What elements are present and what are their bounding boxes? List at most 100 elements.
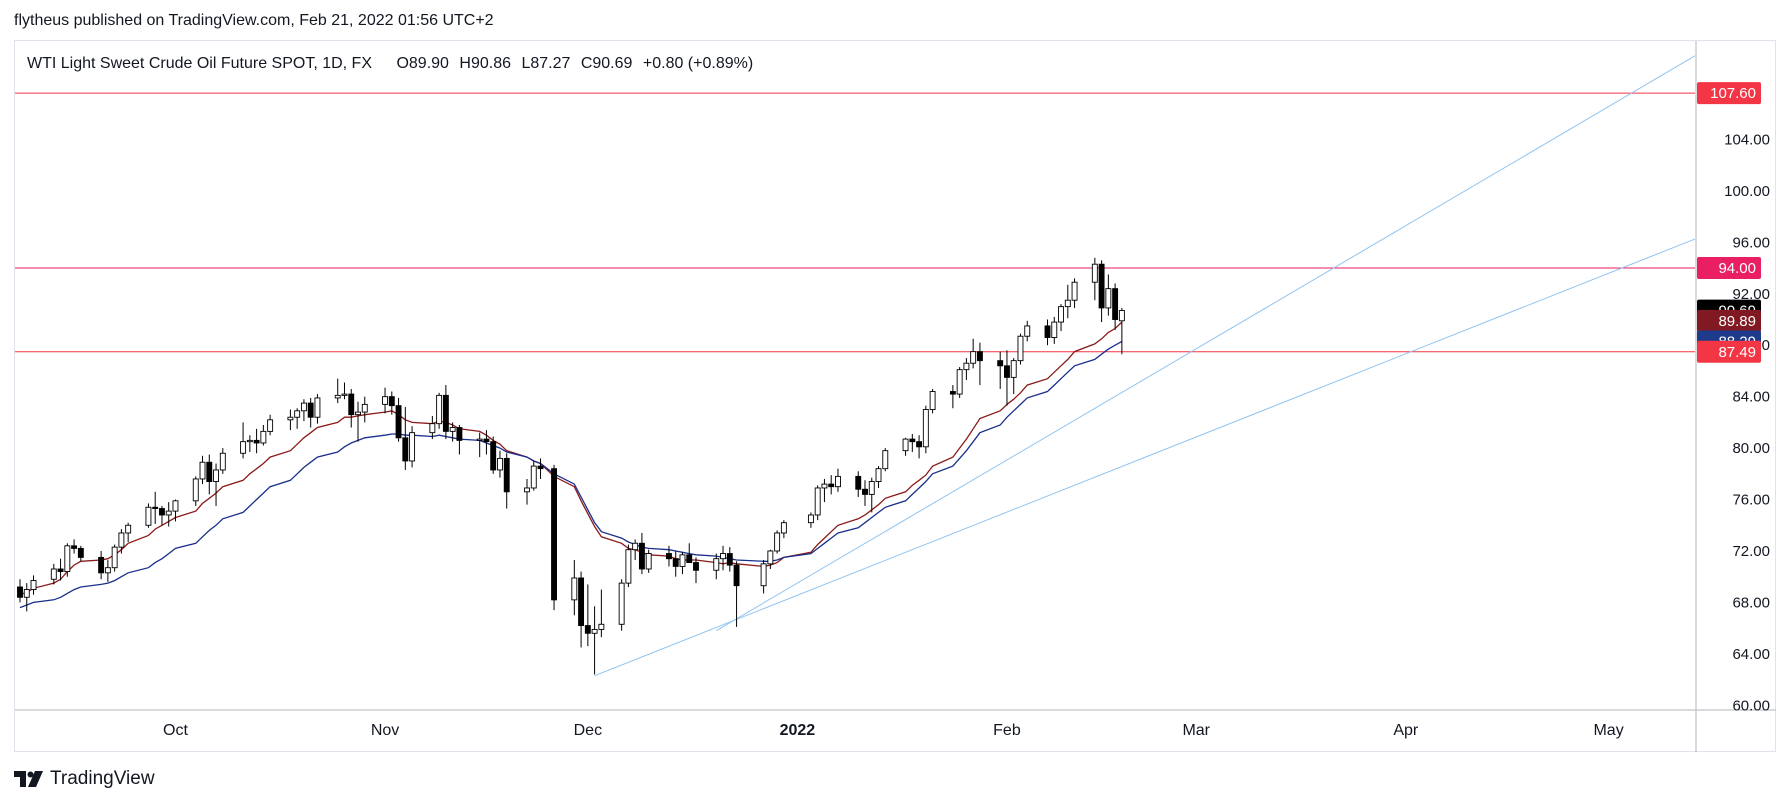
candle-body-down	[152, 506, 159, 509]
candle	[300, 399, 307, 422]
candle	[868, 477, 875, 513]
trendline-0	[594, 238, 1695, 677]
candle	[760, 559, 767, 594]
candle-body-up	[23, 589, 30, 598]
candle-body-up	[835, 475, 841, 488]
y-tick-label: 100.00	[1724, 183, 1770, 200]
candle-body-down	[483, 438, 490, 443]
x-tick-label: Feb	[993, 722, 1021, 739]
candle	[1091, 257, 1098, 301]
brand-name: TradingView	[50, 768, 155, 789]
candle-body-up	[300, 402, 307, 412]
candle-body-down	[537, 465, 544, 470]
candle	[814, 485, 821, 521]
candle-body-up	[956, 369, 963, 395]
candle-body-up	[868, 481, 875, 495]
x-tick-label: Mar	[1182, 722, 1210, 739]
candle-body-up	[192, 478, 199, 502]
candle	[571, 559, 578, 616]
candle	[922, 405, 929, 454]
candle	[388, 391, 395, 415]
candle	[57, 558, 64, 581]
candle	[1058, 304, 1064, 332]
candle	[584, 584, 591, 647]
candle-body-down	[638, 542, 645, 570]
legend-symbol: WTI Light Sweet Crude Oil Future SPOT, 1…	[27, 55, 372, 72]
candle-body-up	[598, 623, 605, 630]
candle	[355, 401, 361, 442]
candle	[104, 559, 111, 582]
candle	[456, 424, 463, 455]
candle-body-up	[213, 469, 219, 482]
candle-body-down	[686, 554, 693, 564]
candle	[997, 351, 1004, 389]
candle	[246, 435, 253, 452]
candle-body-up	[902, 438, 909, 452]
x-tick-label: Apr	[1393, 722, 1419, 739]
candle	[1098, 260, 1105, 323]
y-tick-label: 68.00	[1732, 594, 1770, 611]
candle-body-up	[970, 351, 977, 364]
candle	[395, 397, 402, 442]
legend-close: C90.69	[580, 55, 633, 72]
candle-body-down	[726, 553, 733, 566]
candle-body-down	[159, 508, 165, 516]
candle-body-up	[882, 450, 889, 470]
candle-body-up	[591, 628, 598, 634]
candle-body-up	[929, 391, 936, 410]
chart-legend: WTI Light Sweet Crude Oil Future SPOT, 1…	[27, 55, 759, 73]
candle-body-up	[774, 532, 781, 552]
candle-body-up	[355, 411, 361, 416]
legend-change: +0.80 (+0.89%)	[642, 55, 754, 72]
candle	[1010, 358, 1017, 395]
candle	[598, 589, 605, 638]
candle	[490, 436, 497, 474]
candle	[294, 408, 301, 429]
x-tick-label: Oct	[163, 722, 188, 739]
candle	[1112, 283, 1119, 330]
candle-body-down	[57, 568, 64, 573]
price-label-bg	[1697, 340, 1761, 363]
y-tick-label: 76.00	[1732, 492, 1770, 509]
candle-body-up	[260, 430, 267, 444]
candle-body-down	[909, 438, 916, 443]
candle-body-up	[963, 362, 970, 371]
candle-body-down	[733, 564, 740, 587]
candle-body-up	[1118, 310, 1125, 322]
candle-body-down	[307, 402, 314, 418]
ma-line-1	[19, 340, 1123, 609]
candle-body-down	[503, 457, 510, 493]
candle-body-down	[1004, 365, 1010, 378]
candle-body-down	[666, 553, 672, 560]
candle-body-up	[476, 438, 483, 441]
candle-body-up	[240, 441, 247, 454]
candle	[929, 388, 936, 414]
tradingview-brand[interactable]: TradingView	[14, 768, 155, 790]
candle	[30, 575, 37, 595]
candle	[693, 557, 699, 584]
candle-body-up	[1017, 335, 1024, 362]
price-label: 87.49	[1697, 340, 1761, 363]
candle-body-up	[104, 567, 111, 574]
candle-body-up	[219, 452, 226, 471]
candle-body-up	[1105, 288, 1112, 309]
candle	[807, 512, 814, 528]
price-label: 107.60	[1697, 82, 1761, 105]
candle	[17, 579, 23, 603]
candle	[1071, 278, 1078, 308]
candle-body-up	[645, 553, 652, 570]
price-label-text: 107.60	[1710, 85, 1756, 102]
candle-body-down	[17, 586, 23, 598]
candle-body-down	[976, 351, 983, 362]
candle-body-down	[490, 441, 497, 471]
candle	[821, 478, 828, 503]
candle-body-up	[382, 396, 388, 405]
candle-body-down	[402, 437, 409, 462]
candle	[882, 448, 889, 472]
candle-body-up	[1091, 263, 1098, 283]
candle-body-down	[949, 391, 956, 395]
candle	[476, 432, 483, 458]
candle	[442, 385, 449, 440]
chart-frame	[14, 40, 1776, 752]
